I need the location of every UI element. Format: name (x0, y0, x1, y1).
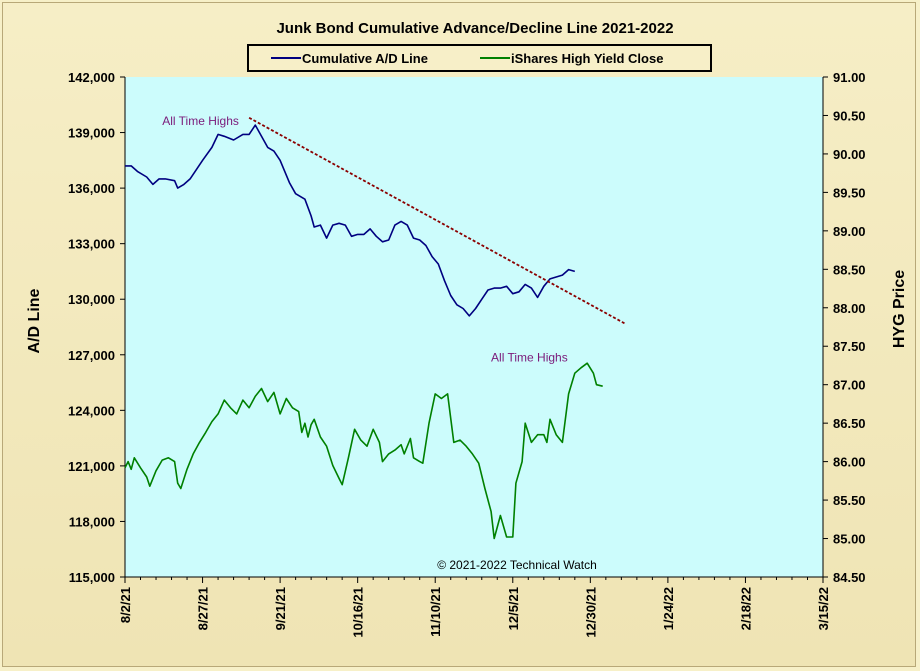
chart-title: Junk Bond Cumulative Advance/Decline Lin… (276, 20, 673, 37)
legend-box (247, 44, 712, 72)
annotation-ad-all-time-highs: All Time Highs (162, 114, 239, 128)
y-left-tick-label: 127,000 (68, 348, 115, 363)
y-left-tick-label: 118,000 (69, 514, 115, 529)
y-right-tick-label: 91.00 (833, 70, 866, 85)
chart-marks: All Time Highs All Time Highs (124, 114, 625, 540)
y-axis-left-label: A/D Line (26, 288, 43, 353)
y-left-tick-label: 121,000 (68, 459, 115, 474)
series-line-hyg (124, 362, 603, 540)
x-tick-label: 9/21/21 (273, 587, 288, 630)
copyright-note: © 2021-2022 Technical Watch (437, 558, 597, 572)
legend-label-hyg: iShares High Yield Close (511, 51, 663, 66)
y-right-tick-label: 90.00 (833, 147, 866, 162)
y-axis-right-label: HYG Price (891, 270, 908, 348)
y-right-tick-label: 88.00 (833, 301, 866, 316)
legend-label-ad-line: Cumulative A/D Line (302, 51, 428, 66)
y-left-tick-label: 133,000 (68, 237, 115, 252)
y-right-tick-label: 89.00 (833, 224, 866, 239)
series-line-ad-line (125, 124, 576, 317)
x-tick-label: 1/24/22 (661, 587, 676, 630)
x-tick-label: 3/15/22 (816, 587, 831, 630)
y-right-tick-label: 87.00 (833, 378, 866, 393)
y-left-tick-label: 142,000 (68, 70, 115, 85)
annotation-hyg-all-time-highs: All Time Highs (491, 351, 568, 365)
legend: Cumulative A/D Line iShares High Yield C… (247, 44, 712, 72)
y-left-tick-label: 124,000 (68, 403, 115, 418)
y-right-tick-label: 89.50 (833, 185, 866, 200)
y-left-tick-label: 136,000 (68, 181, 115, 196)
x-tick-label: 12/5/21 (506, 587, 521, 630)
chart: Junk Bond Cumulative Advance/Decline Lin… (26, 20, 908, 638)
y-right-tick-label: 88.50 (833, 262, 866, 277)
y-right-tick-label: 85.50 (833, 493, 866, 508)
y-right-tick-label: 86.50 (833, 416, 866, 431)
x-tick-label: 8/2/21 (118, 587, 133, 623)
y-right-tick-label: 86.00 (833, 455, 866, 470)
y-right-tick-label: 87.50 (833, 339, 866, 354)
x-tick-label: 10/16/21 (351, 587, 366, 638)
x-tick-label: 12/30/21 (583, 587, 598, 638)
y-right-tick-label: 85.00 (833, 532, 866, 547)
y-right-tick-label: 90.50 (833, 108, 866, 123)
y-left-tick-label: 115,000 (69, 570, 115, 585)
x-tick-label: 8/27/21 (196, 587, 211, 630)
plot-area (125, 77, 823, 577)
y-left-tick-label: 130,000 (68, 292, 115, 307)
y-right-tick-label: 84.50 (833, 570, 866, 585)
trendline (248, 116, 625, 325)
axis-ticks: 115,000 118,000 121,000 124,000 127,000 130,0… (68, 70, 866, 638)
y-left-tick-label: 139,000 (68, 126, 115, 141)
x-tick-label: 2/18/22 (738, 587, 753, 630)
x-tick-label: 11/10/21 (428, 587, 443, 637)
